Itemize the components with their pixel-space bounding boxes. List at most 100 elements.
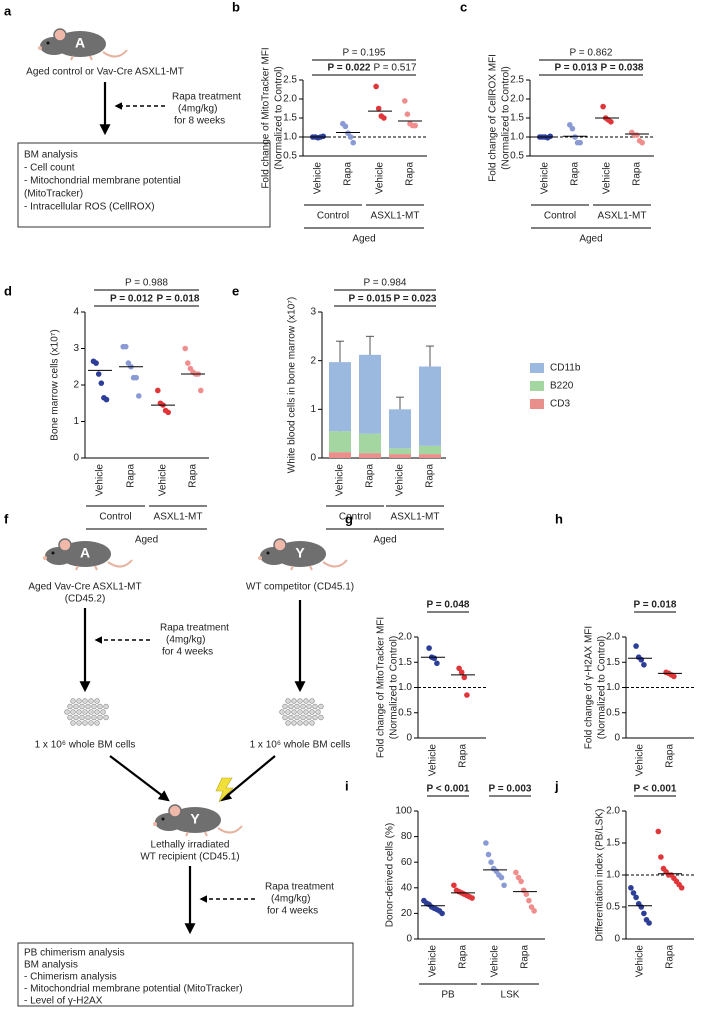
- data-point: [658, 854, 664, 860]
- cell-icon: [76, 709, 82, 715]
- data-point: [498, 874, 505, 881]
- group-label: Aged: [135, 535, 158, 546]
- group-label: ASXL1-MT: [598, 211, 647, 222]
- cell-icon: [76, 698, 82, 704]
- y-axis-label: Bone marrow cells (x10⁷): [50, 329, 61, 440]
- data-point: [461, 674, 468, 681]
- cell-icon: [282, 703, 288, 710]
- cell-icon: [94, 698, 100, 704]
- group-label: LSK: [501, 990, 520, 1001]
- panel-label: j: [554, 778, 559, 793]
- x-tick-label: Rapa: [425, 464, 436, 488]
- data-point: [572, 134, 578, 140]
- group-label: ASXL1-MT: [371, 211, 420, 222]
- p-value: P = 0.012: [110, 294, 153, 305]
- group-label: Control: [317, 211, 349, 222]
- data-point: [633, 894, 639, 901]
- data-point: [630, 890, 637, 896]
- cell-icon: [303, 709, 309, 715]
- treatment-text: for 8 weeks: [174, 116, 225, 127]
- panel-label: f: [4, 511, 9, 526]
- cell-icon: [82, 720, 88, 726]
- x-tick-label: Vehicle: [428, 945, 439, 978]
- y-axis-label: Fold change of MitoTracker MFI: [376, 617, 387, 758]
- x-tick-label: Vehicle: [635, 744, 646, 777]
- analysis-box: [17, 942, 354, 1007]
- y-tick-label: 0.5: [510, 151, 524, 162]
- panel-label: h: [555, 511, 563, 526]
- y-tick-label: 1: [310, 404, 316, 415]
- legend-label: CD3: [550, 399, 570, 410]
- data-point: [608, 119, 614, 125]
- x-tick-label: Vehicle: [540, 162, 551, 195]
- bar-segment: [419, 454, 441, 458]
- donor-label: Aged Vav-Cre ASXL1-MT: [28, 582, 141, 593]
- treatment-text: (4mg/kg): [178, 104, 217, 115]
- y-tick-label: 2.0: [606, 632, 620, 643]
- p-value: P = 0.038: [601, 63, 644, 74]
- y-tick-label: 2: [73, 380, 79, 391]
- data-point: [165, 409, 171, 416]
- data-point: [404, 111, 411, 117]
- data-point: [402, 98, 408, 104]
- y-tick-label: 2.5: [283, 75, 297, 86]
- data-point: [638, 904, 645, 910]
- x-tick-label: Vehicle: [428, 744, 439, 777]
- group-label: Aged: [579, 234, 602, 245]
- y-tick-label: 2: [310, 355, 316, 366]
- analysis-text: - Level of γ-H2AX: [24, 996, 103, 1007]
- data-point: [655, 828, 662, 835]
- y-tick-label: 2.0: [510, 94, 524, 105]
- data-point: [639, 139, 645, 146]
- group-label: Control: [544, 211, 576, 222]
- analysis-text: - Mitochondrial membrane potential (Mito…: [24, 984, 243, 995]
- cell-icon: [306, 714, 312, 721]
- cell-icon: [285, 698, 291, 704]
- analysis-text: BM analysis: [24, 150, 78, 161]
- x-tick-label: Vehicle: [490, 945, 501, 978]
- cell-icon: [97, 703, 103, 710]
- p-value: P = 0.003: [489, 784, 532, 795]
- y-tick-label: 2.0: [606, 806, 620, 817]
- data-point: [98, 380, 105, 386]
- y-axis-label: White blood cells in bone marrow (x10⁷): [287, 297, 298, 473]
- y-tick-label: 3: [73, 343, 79, 354]
- cell-icon: [73, 703, 79, 710]
- x-tick-label: Rapa: [188, 464, 199, 488]
- cell-icon: [288, 703, 294, 710]
- cell-icon: [312, 714, 318, 721]
- p-value: P = 0.023: [394, 294, 437, 305]
- x-tick-label: Rapa: [632, 162, 643, 186]
- y-tick-label: 100: [395, 806, 412, 817]
- cells-label: 1 x 10⁶ whole BM cells: [35, 740, 136, 751]
- data-point: [347, 134, 354, 140]
- data-point: [451, 882, 457, 889]
- panel-label: d: [4, 283, 12, 298]
- bar-segment: [329, 452, 351, 458]
- x-tick-label: Vehicle: [335, 464, 346, 497]
- cell-icon: [91, 703, 97, 710]
- bar-segment: [389, 454, 411, 458]
- mouse-letter: A: [75, 35, 85, 51]
- group-label: ASXL1-MT: [154, 512, 203, 523]
- data-point: [634, 132, 640, 138]
- donor-label: (CD45.2): [65, 594, 106, 605]
- y-tick-label: 20: [401, 908, 413, 919]
- data-point: [464, 692, 470, 698]
- data-point: [350, 139, 357, 146]
- y-tick-label: 0: [406, 733, 412, 744]
- cell-icon: [279, 709, 285, 715]
- analysis-box: [17, 142, 271, 228]
- y-tick-label: 2.0: [398, 632, 412, 643]
- cell-icon: [85, 714, 91, 721]
- x-tick-label: Rapa: [570, 162, 581, 186]
- data-point: [569, 125, 576, 132]
- bar-segment: [359, 433, 381, 454]
- data-point: [671, 673, 677, 680]
- cell-icon: [285, 720, 291, 726]
- y-tick-label: 0.5: [606, 707, 620, 718]
- group-label: Control: [339, 512, 371, 523]
- cell-icon: [300, 714, 306, 721]
- data-point: [95, 371, 102, 377]
- cell-icon: [309, 698, 315, 704]
